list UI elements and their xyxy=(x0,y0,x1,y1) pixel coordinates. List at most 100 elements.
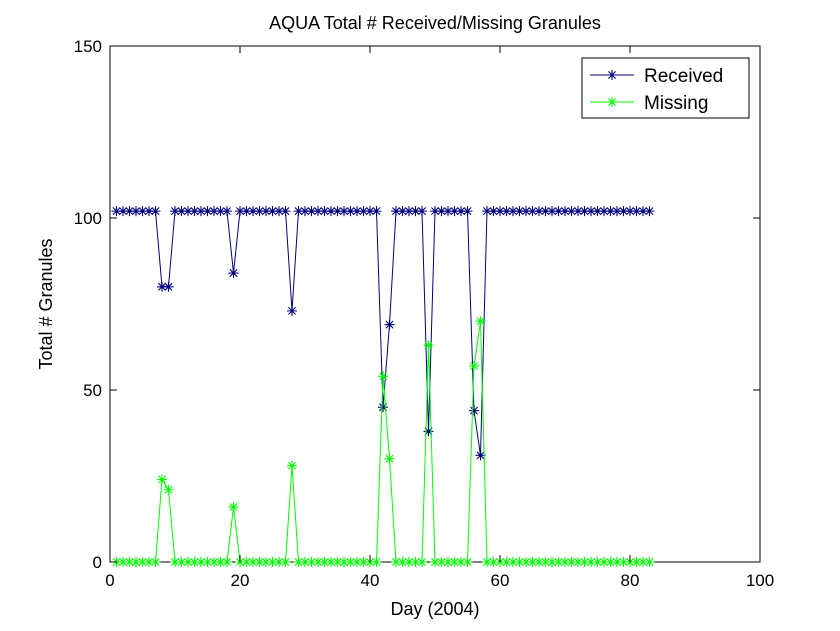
data-point-missing xyxy=(456,557,466,567)
data-point-received xyxy=(391,206,401,217)
data-point-received xyxy=(196,206,206,217)
data-point-received xyxy=(352,206,362,217)
data-point-missing xyxy=(475,316,486,327)
data-point-received xyxy=(573,206,583,217)
legend-asterisk-received xyxy=(607,70,617,80)
data-point-received xyxy=(618,206,629,217)
data-point-received xyxy=(644,206,655,217)
data-point-received xyxy=(417,206,427,217)
data-point-received xyxy=(228,268,239,279)
data-point-missing xyxy=(423,340,434,351)
data-point-missing xyxy=(241,557,252,567)
data-point-received xyxy=(150,206,161,217)
data-point-missing xyxy=(540,557,551,567)
data-point-missing xyxy=(566,557,577,567)
data-point-missing xyxy=(534,557,544,567)
data-point-missing xyxy=(254,557,265,567)
data-point-received xyxy=(339,206,349,217)
data-point-received xyxy=(163,281,174,292)
data-point-missing xyxy=(599,557,609,567)
data-point-received xyxy=(482,206,492,217)
data-point-received xyxy=(592,206,603,217)
data-point-missing xyxy=(586,557,596,567)
data-point-received xyxy=(540,206,551,217)
data-point-missing xyxy=(248,557,258,567)
data-point-missing xyxy=(313,557,323,567)
x-tick-label: 0 xyxy=(105,571,114,590)
data-point-missing xyxy=(189,557,200,567)
data-point-missing xyxy=(280,557,291,567)
data-point-received xyxy=(430,206,440,217)
series-received xyxy=(111,206,655,461)
data-point-missing xyxy=(287,460,297,471)
ticks-layer: 0 20 40 60 80 100 0 50 100 150 xyxy=(74,37,775,590)
data-point-received xyxy=(319,206,330,217)
data-point-received xyxy=(358,206,369,217)
data-point-missing xyxy=(176,557,187,567)
data-point-missing xyxy=(124,557,135,567)
data-point-missing xyxy=(183,557,193,567)
data-point-received xyxy=(131,206,141,217)
data-point-received xyxy=(241,206,252,217)
data-point-missing xyxy=(274,557,284,567)
data-point-missing xyxy=(306,557,317,567)
data-point-received xyxy=(274,206,284,217)
data-point-missing xyxy=(118,557,128,567)
data-point-missing xyxy=(553,557,564,567)
series-missing xyxy=(111,316,655,567)
data-point-missing xyxy=(488,557,499,567)
data-point-missing xyxy=(150,557,161,567)
data-point-received xyxy=(501,206,512,217)
data-point-received xyxy=(586,206,596,217)
chart-title: AQUA Total # Received/Missing Granules xyxy=(269,13,601,33)
x-axis-label: Day (2004) xyxy=(390,599,479,619)
data-point-missing xyxy=(196,557,206,567)
data-point-received xyxy=(475,450,486,461)
data-point-missing xyxy=(579,557,590,567)
data-point-received xyxy=(222,206,232,217)
data-point-missing xyxy=(131,557,141,567)
data-point-received xyxy=(625,206,635,217)
data-point-missing xyxy=(209,557,219,567)
data-point-missing xyxy=(371,557,382,567)
data-point-missing xyxy=(378,371,388,382)
data-point-received xyxy=(521,206,531,217)
data-point-missing xyxy=(482,557,492,567)
data-point-received xyxy=(371,206,382,217)
data-point-missing xyxy=(384,453,395,464)
data-point-received xyxy=(514,206,525,217)
data-point-missing xyxy=(137,557,148,567)
series-layer xyxy=(111,206,655,567)
data-point-missing xyxy=(222,557,232,567)
data-point-missing xyxy=(157,474,167,485)
x-tick-label: 60 xyxy=(491,571,510,590)
y-tick-label: 0 xyxy=(93,553,102,572)
data-point-received xyxy=(202,206,213,217)
data-point-missing xyxy=(521,557,531,567)
data-point-missing xyxy=(605,557,616,567)
data-point-missing xyxy=(170,557,180,567)
data-point-received xyxy=(124,206,135,217)
data-point-missing xyxy=(592,557,603,567)
data-point-received xyxy=(638,206,648,217)
data-point-missing xyxy=(618,557,629,567)
x-tick-label: 80 xyxy=(621,571,640,590)
data-point-received xyxy=(378,402,388,413)
data-point-missing xyxy=(144,557,154,567)
data-point-missing xyxy=(404,557,414,567)
data-point-received xyxy=(462,206,473,217)
data-point-received xyxy=(326,206,336,217)
y-tick-label: 150 xyxy=(74,37,102,56)
data-point-received xyxy=(183,206,193,217)
x-tick-label: 20 xyxy=(231,571,250,590)
data-point-received xyxy=(443,206,453,217)
data-point-missing xyxy=(430,557,440,567)
data-point-missing xyxy=(443,557,453,567)
data-point-missing xyxy=(508,557,518,567)
data-point-received xyxy=(469,405,479,416)
data-point-missing xyxy=(215,557,226,567)
data-point-received xyxy=(170,206,180,217)
data-point-missing xyxy=(261,557,271,567)
data-point-missing xyxy=(391,557,401,567)
data-point-received xyxy=(566,206,577,217)
